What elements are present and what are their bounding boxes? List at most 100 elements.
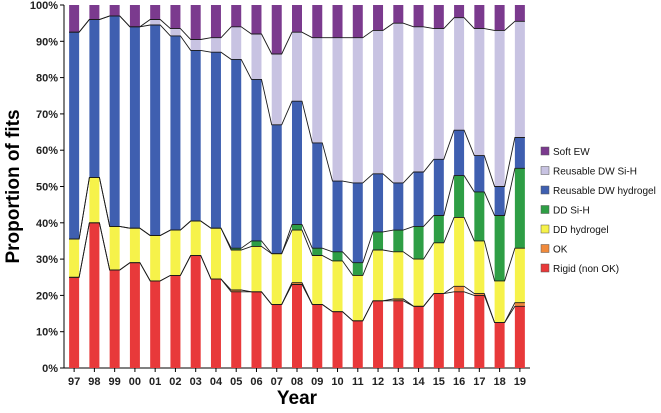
bar-segment-dd-hydrogel-01 — [150, 235, 161, 281]
bar-segment-reusable-dw-hydrogel-16 — [454, 130, 465, 176]
bar-segment-ok-08 — [292, 282, 302, 285]
bar-segment-soft-ew-11 — [352, 5, 363, 38]
x-tick-label: 97 — [68, 376, 80, 388]
bar-segment-reusable-dw-hydrogel-07 — [271, 124, 282, 254]
bar-segment-reusable-dw-si-h-03 — [190, 39, 201, 51]
bar-segment-rigid-non-ok-13 — [393, 300, 404, 368]
bar-segment-reusable-dw-hydrogel-06 — [251, 79, 262, 241]
bar-segment-dd-si-h-13 — [393, 230, 404, 252]
bar-segment-soft-ew-10 — [332, 5, 343, 38]
legend-label-reusable-dw-si-h: Reusable DW Si-H — [553, 167, 637, 178]
connector-lines — [69, 15, 525, 324]
legend-swatch-dd-si-h — [540, 205, 550, 214]
bar-segment-rigid-non-ok-99 — [109, 269, 120, 368]
bar-segment-rigid-non-ok-01 — [150, 280, 161, 368]
bar-segment-reusable-dw-hydrogel-10 — [332, 181, 343, 252]
bar-segment-dd-hydrogel-99 — [109, 226, 120, 270]
bar-segment-dd-hydrogel-13 — [393, 251, 404, 300]
bar-segment-soft-ew-19 — [514, 5, 525, 22]
bar-segment-rigid-non-ok-17 — [474, 295, 485, 368]
y-tick-label: 30% — [36, 254, 58, 266]
y-tick-label: 100% — [30, 0, 58, 12]
bar-segment-ok-05 — [231, 289, 242, 292]
bar-segment-reusable-dw-si-h-05 — [231, 26, 242, 60]
legend-label-ok: OK — [553, 245, 568, 256]
bar-segment-reusable-dw-hydrogel-13 — [393, 182, 404, 231]
x-tick-label: 14 — [412, 376, 425, 388]
connector-line-reusable-dw-si-h — [69, 15, 525, 55]
bar-segment-reusable-dw-si-h-02 — [170, 28, 181, 36]
bar-segment-rigid-non-ok-11 — [352, 320, 363, 368]
bar-segment-reusable-dw-si-h-18 — [494, 30, 505, 187]
bar-segment-dd-hydrogel-08 — [292, 230, 302, 283]
bar-segment-reusable-dw-si-h-01 — [150, 19, 161, 25]
bar-segment-soft-ew-01 — [150, 5, 161, 20]
legend-swatch-reusable-dw-si-h — [540, 166, 550, 175]
bar-segment-ok-19 — [514, 302, 525, 307]
bar-segment-rigid-non-ok-12 — [373, 300, 384, 368]
x-tick-label: 06 — [250, 376, 262, 388]
bar-segment-soft-ew-13 — [393, 5, 404, 24]
bar-segment-dd-hydrogel-07 — [271, 253, 282, 305]
bar-segment-dd-si-h-19 — [514, 168, 525, 249]
bar-segment-soft-ew-08 — [292, 5, 302, 33]
x-tick-label: 03 — [190, 376, 202, 388]
x-tick-label: 13 — [392, 376, 404, 388]
bar-segment-reusable-dw-hydrogel-11 — [352, 182, 363, 263]
bar-segment-reusable-dw-hydrogel-99 — [109, 15, 120, 227]
bar-segment-dd-hydrogel-09 — [312, 255, 323, 305]
y-tick-label: 0% — [42, 363, 58, 375]
legend-swatch-reusable-dw-hydrogel — [540, 185, 550, 195]
bar-segment-rigid-non-ok-04 — [210, 279, 221, 368]
bar-segment-soft-ew-06 — [251, 5, 262, 35]
bar-segment-reusable-dw-hydrogel-14 — [413, 171, 424, 227]
bar-segment-soft-ew-02 — [170, 5, 181, 29]
bar-segment-soft-ew-98 — [89, 5, 100, 20]
bar-segment-dd-hydrogel-18 — [494, 280, 505, 323]
x-axis-title: Year — [277, 388, 318, 408]
x-tick-label: 00 — [129, 376, 141, 388]
bar-segment-reusable-dw-si-h-06 — [251, 34, 262, 80]
bar-segment-rigid-non-ok-15 — [433, 293, 444, 368]
bar-segment-soft-ew-17 — [474, 5, 485, 29]
bar-segment-rigid-non-ok-08 — [292, 284, 302, 368]
bar-segment-dd-si-h-09 — [312, 248, 323, 256]
x-tick-label: 11 — [352, 376, 364, 388]
bar-segment-reusable-dw-si-h-14 — [413, 26, 424, 172]
bar-segment-rigid-non-ok-19 — [514, 306, 525, 368]
bar-segment-rigid-non-ok-14 — [413, 306, 424, 368]
bar-segment-rigid-non-ok-00 — [129, 262, 140, 368]
x-tick-label: 02 — [169, 376, 181, 388]
bar-segment-dd-hydrogel-02 — [170, 230, 181, 276]
x-tick-label: 99 — [109, 376, 121, 388]
bar-segment-reusable-dw-si-h-09 — [312, 37, 323, 143]
bar-segment-soft-ew-04 — [210, 5, 221, 38]
x-tick-label: 16 — [453, 376, 465, 388]
bar-segment-reusable-dw-hydrogel-19 — [514, 137, 525, 169]
bar-segment-rigid-non-ok-98 — [89, 222, 100, 368]
x-tick-label: 10 — [331, 376, 343, 388]
bar-segment-reusable-dw-si-h-15 — [433, 28, 444, 160]
bar-segment-dd-hydrogel-17 — [474, 240, 485, 294]
bar-segment-dd-si-h-11 — [352, 262, 363, 276]
bar-segment-ok-16 — [454, 286, 465, 292]
bar-segment-reusable-dw-si-h-04 — [210, 37, 221, 53]
bar-segment-dd-si-h-14 — [413, 226, 424, 260]
bar-segment-reusable-dw-hydrogel-09 — [312, 142, 323, 249]
bar-segment-dd-hydrogel-03 — [190, 220, 201, 256]
bar-segment-dd-hydrogel-05 — [231, 250, 242, 290]
bar-segment-ok-17 — [474, 293, 485, 296]
bar-segment-dd-si-h-15 — [433, 215, 444, 243]
bar-segment-soft-ew-16 — [454, 5, 465, 18]
bar-segment-dd-hydrogel-10 — [332, 260, 343, 312]
bar-segment-reusable-dw-hydrogel-15 — [433, 159, 444, 216]
bar-segment-reusable-dw-si-h-13 — [393, 23, 404, 183]
x-tick-label: 08 — [291, 376, 303, 388]
bar-segment-reusable-dw-hydrogel-12 — [373, 173, 384, 232]
bar-segment-rigid-non-ok-07 — [271, 304, 282, 368]
x-tick-label: 05 — [230, 376, 242, 388]
bar-segment-soft-ew-03 — [190, 5, 201, 40]
bar-segment-dd-hydrogel-14 — [413, 259, 424, 307]
y-tick-label: 70% — [36, 109, 58, 121]
